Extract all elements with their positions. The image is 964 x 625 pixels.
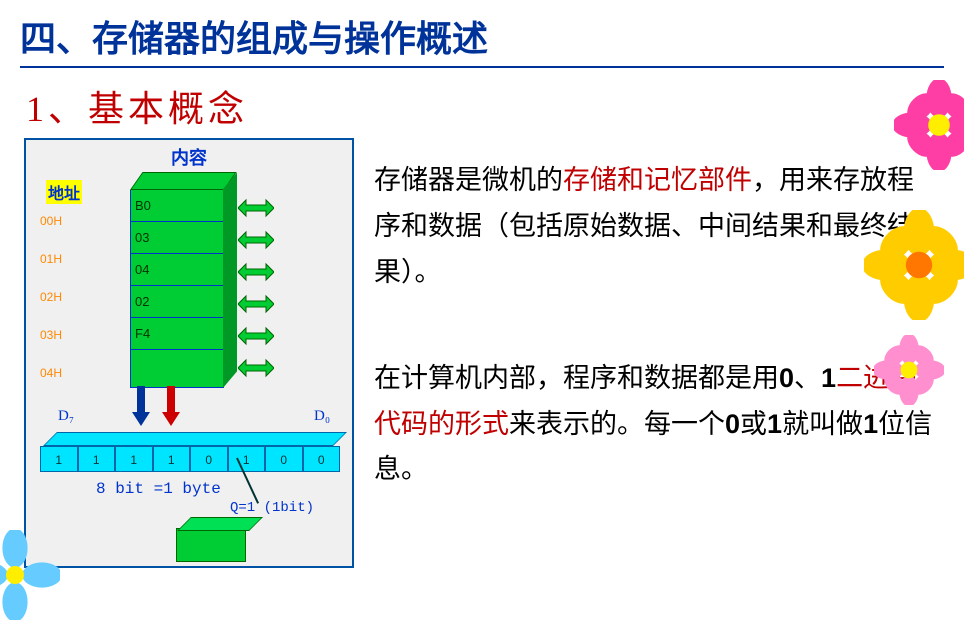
mem-tail (130, 350, 224, 388)
addr-0: 00H (40, 208, 62, 234)
address-column: 00H 01H 02H 03H 04H (40, 208, 62, 386)
title-divider (20, 66, 944, 68)
slide: 四、存储器的组成与操作概述 1、基本概念 内容 地址 00H 01H 02H 0… (0, 0, 964, 602)
down-arrows (132, 386, 180, 426)
bit-7: 1 (40, 446, 78, 472)
byte-caption: 8 bit =1 byte (96, 480, 221, 498)
byte-top-face (43, 432, 347, 446)
byte-row: 1 1 1 1 0 1 0 0 (40, 432, 340, 472)
bidir-arrow-icon (238, 290, 274, 318)
paragraph-1: 存储器是微机的存储和记忆部件，用来存放程序和数据（包括原始数据、中间结果和最终结… (374, 158, 934, 296)
d7-label: D₇ (58, 408, 74, 425)
paragraph-2: 在计算机内部，程序和数据都是用0、1二进制代码的形式来表示的。每一个0或1就叫做… (374, 356, 934, 494)
bidir-arrow-icon (238, 354, 274, 382)
diagram-addr-label: 地址 (46, 180, 82, 204)
addr-3: 03H (40, 322, 62, 348)
p2-t2: 、 (794, 363, 821, 393)
addr-4: 04H (40, 360, 62, 386)
p2-b5: 1 (863, 409, 878, 439)
down-arrow-red-icon (162, 386, 180, 426)
byte-cells: 1 1 1 1 0 1 0 0 (40, 446, 340, 472)
p2-b4: 1 (767, 409, 782, 439)
bit-4: 1 (153, 446, 191, 472)
bit-2: 1 (228, 446, 266, 472)
bit-1: 0 (265, 446, 303, 472)
bidir-arrow-icon (238, 258, 274, 286)
addr-1: 01H (40, 246, 62, 272)
bidir-arrow-icon (238, 226, 274, 254)
bit-caption: Q=1 (1bit) (230, 500, 314, 516)
mem-top-face (130, 172, 237, 190)
bit-0: 0 (303, 446, 341, 472)
main-title: 四、存储器的组成与操作概述 (20, 10, 944, 62)
mem-cell-3: 02 (130, 286, 224, 318)
side-arrows (238, 194, 274, 382)
single-bit-box (176, 528, 246, 562)
bit-5: 1 (115, 446, 153, 472)
memory-block: B0 03 04 02 F4 (130, 172, 224, 388)
bidir-arrow-icon (238, 194, 274, 222)
bit-6: 1 (78, 446, 116, 472)
d0-label: D₀ (314, 408, 330, 425)
text-column: 存储器是微机的存储和记忆部件，用来存放程序和数据（包括原始数据、中间结果和最终结… (374, 138, 944, 568)
bidir-arrow-icon (238, 322, 274, 350)
content-row: 内容 地址 00H 01H 02H 03H 04H B0 03 04 02 F4 (20, 138, 944, 568)
addr-2: 02H (40, 284, 62, 310)
p2-b3: 0 (725, 409, 740, 439)
mem-cell-2: 04 (130, 254, 224, 286)
p2-t5: 就叫做 (782, 409, 863, 439)
p2-b2: 1 (821, 363, 836, 393)
p2-t3: 来表示的。每一个 (509, 409, 725, 439)
mem-cell-0: B0 (130, 190, 224, 222)
sub-title: 1、基本概念 (26, 80, 944, 132)
mem-cell-4: F4 (130, 318, 224, 350)
mem-cell-1: 03 (130, 222, 224, 254)
p1-t1: 存储器是微机的 (374, 165, 563, 195)
p2-t1: 在计算机内部，程序和数据都是用 (374, 363, 779, 393)
p2-b1: 0 (779, 363, 794, 393)
down-arrow-icon (132, 386, 150, 426)
memory-diagram: 内容 地址 00H 01H 02H 03H 04H B0 03 04 02 F4 (24, 138, 354, 568)
p1-hl1: 存储和记忆部件 (563, 165, 752, 195)
diagram-top-label: 内容 (171, 144, 207, 170)
bit-3: 0 (190, 446, 228, 472)
p2-t4: 或 (740, 409, 767, 439)
